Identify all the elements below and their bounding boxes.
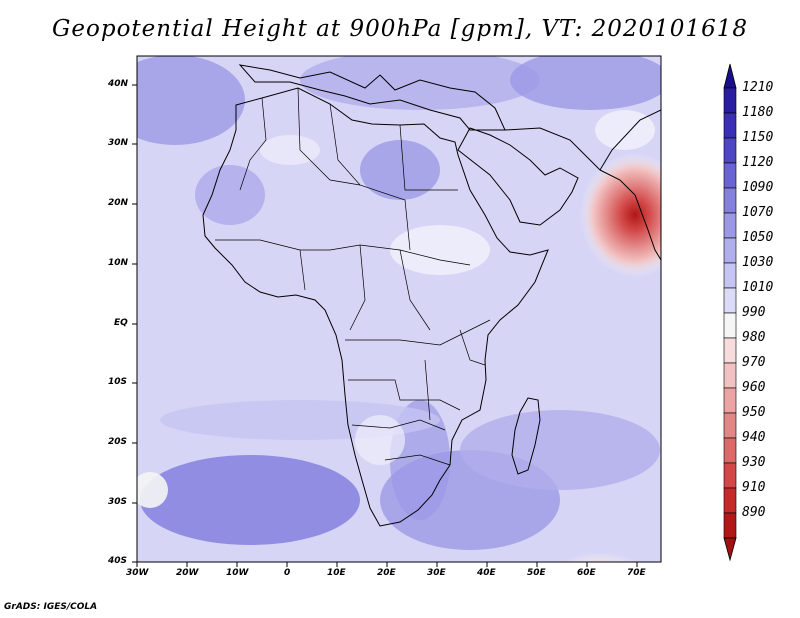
lon-label-10e: 10E [327, 568, 346, 578]
map-title: Geopotential Height at 900hPa [gpm], VT:… [52, 16, 748, 42]
mideast-coast [504, 109, 661, 171]
madagascar [511, 397, 541, 475]
colorbar-swatch-1180 [723, 112, 737, 139]
colorbar-label-1120: 1120 [742, 155, 774, 170]
lat-label-eq: EQ [114, 318, 128, 328]
lat-label-30s: 30S [108, 497, 128, 507]
colorbar-swatch-1120 [723, 162, 737, 189]
lat-label-10s: 10S [108, 377, 128, 387]
axis-ticks [132, 84, 638, 567]
colorbar-label-1030: 1030 [742, 255, 774, 270]
colorbar-label-950: 950 [742, 405, 766, 420]
colorbar [723, 63, 737, 562]
colorbar-swatch-1070 [723, 212, 737, 239]
europe-coast [238, 64, 506, 131]
lon-label-70e: 70E [627, 568, 646, 578]
plot-frame [136, 55, 662, 563]
lat-label-30n: 30N [108, 138, 129, 148]
colorbar-label-1090: 1090 [742, 180, 774, 195]
colorbar-swatch-950 [723, 412, 737, 439]
lat-label-20n: 20N [108, 198, 129, 208]
colorbar-label-1010: 1010 [742, 280, 774, 295]
lat-label-20s: 20S [108, 437, 128, 447]
colorbar-label-940: 940 [742, 430, 766, 445]
arabia-coast [457, 127, 579, 226]
africa-outline [202, 87, 549, 527]
colorbar-swatch-1090 [723, 187, 737, 214]
india-coast [599, 169, 661, 261]
colorbar-label-930: 930 [742, 455, 766, 470]
colorbar-label-1210: 1210 [742, 80, 774, 95]
colorbar-label-960: 960 [742, 380, 766, 395]
colorbar-label-990: 990 [742, 305, 766, 320]
lon-label-40e: 40E [477, 568, 496, 578]
lon-label-30w: 30W [126, 568, 149, 578]
colorbar-swatch-990 [723, 312, 737, 339]
lon-label-60e: 60E [577, 568, 596, 578]
colorbar-label-1050: 1050 [742, 230, 774, 245]
colorbar-label-970: 970 [742, 355, 766, 370]
colorbar-label-890: 890 [742, 505, 766, 520]
colorbar-swatch-1150 [723, 137, 737, 164]
colorbar-label-1150: 1150 [742, 130, 774, 145]
colorbar-swatch-980 [723, 337, 737, 364]
colorbar-label-1070: 1070 [742, 205, 774, 220]
lon-label-0: 0 [284, 568, 291, 578]
country-borders [215, 87, 491, 466]
lon-label-30e: 30E [427, 568, 446, 578]
lon-label-10w: 10W [226, 568, 249, 578]
colorbar-swatch-940 [723, 437, 737, 464]
colorbar-bottom-arrow [723, 537, 737, 562]
lat-label-40s: 40S [108, 556, 128, 566]
colorbar-swatch-1030 [723, 262, 737, 289]
colorbar-swatch-960 [723, 387, 737, 414]
colorbar-swatch-1210 [723, 87, 737, 114]
colorbar-swatch-1050 [723, 237, 737, 264]
colorbar-top-arrow [723, 63, 737, 89]
lat-label-40n: 40N [108, 79, 129, 89]
lon-label-50e: 50E [527, 568, 546, 578]
colorbar-swatch-970 [723, 362, 737, 389]
colorbar-label-980: 980 [742, 330, 766, 345]
height-field [137, 56, 661, 562]
colorbar-swatch-930 [723, 462, 737, 489]
colorbar-label-910: 910 [742, 480, 766, 495]
colorbar-swatch-910 [723, 487, 737, 514]
lon-label-20e: 20E [377, 568, 396, 578]
colorbar-label-1180: 1180 [742, 105, 774, 120]
colorbar-swatch-1010 [723, 287, 737, 314]
lon-label-20w: 20W [176, 568, 199, 578]
lat-label-10n: 10N [108, 258, 129, 268]
coastlines [202, 64, 661, 527]
colorbar-swatch-890 [723, 512, 737, 539]
credit-text: GrADS: IGES/COLA [4, 602, 98, 612]
